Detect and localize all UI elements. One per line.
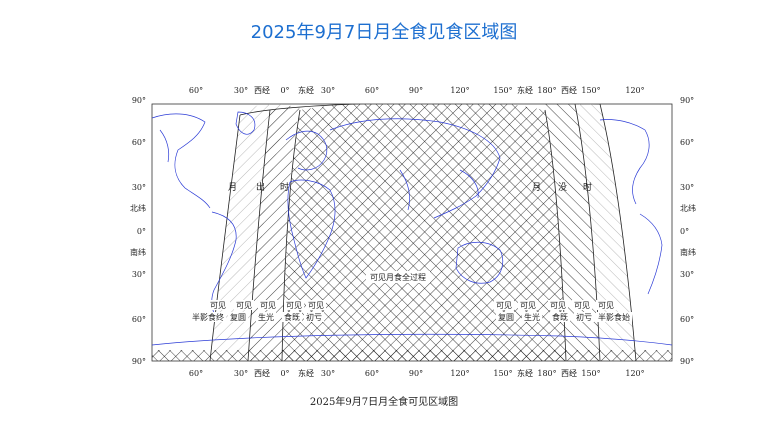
moonset-char: 时 [280, 181, 289, 193]
moonrise-label: 月 没 时 [532, 181, 592, 193]
phase-label-bottom: 初亏 [576, 312, 592, 322]
phase-label-top: 可见 [550, 301, 566, 310]
left-phase-labels: 可见 半影食终 可见 复圆 可见 生光 可见 食既 可见 初亏 [190, 300, 326, 322]
phase-label-top: 可见 [574, 301, 590, 310]
left-tick-label: 30° [132, 270, 146, 279]
top-tick-label: 150° [581, 86, 600, 95]
bottom-tick-label: 180° [537, 369, 556, 378]
right-tick-label: 60° [680, 315, 694, 324]
phase-label-bottom: 半影食始 [598, 312, 630, 322]
moonrise-char: 时 [583, 181, 592, 193]
phase-label-bottom: 食既 [552, 312, 568, 322]
phase-label-bottom: 复圆 [230, 312, 246, 322]
bottom-tick-label: 150° [581, 369, 600, 378]
phase-label-top: 可见 [210, 301, 226, 310]
left-axis: 90° 60° 30° 北纬 0° 南纬 30° 60° 90° [130, 96, 146, 366]
right-tick-label: 60° [680, 138, 694, 147]
phase-label-bottom: 初亏 [306, 312, 322, 322]
total-visible-label: 可见月食全过程 [370, 272, 426, 282]
bottom-tick-label: 90° [409, 369, 423, 378]
phase-label-top: 可见 [236, 301, 252, 310]
right-tick-label: 30° [680, 270, 694, 279]
right-tick-label: 南纬 [680, 247, 696, 257]
bottom-tick-label: 30° [234, 369, 248, 378]
right-tick-label: 90° [680, 96, 694, 105]
left-tick-label: 南纬 [130, 247, 146, 257]
top-tick-label: 120° [625, 86, 644, 95]
moonset-char: 出 [256, 181, 265, 193]
top-tick-label: 60° [189, 86, 203, 95]
left-tick-label: 30° [132, 183, 146, 192]
top-tick-label: 180° [537, 86, 556, 95]
penumbra-right-band [575, 104, 636, 361]
phase-label-top: 可见 [286, 301, 302, 310]
left-tick-label: 90° [132, 357, 146, 366]
moonset-char: 月 [228, 182, 237, 193]
top-tick-label: 30° [321, 86, 335, 95]
top-tick-label: 西经 [254, 85, 270, 95]
left-tick-label: 60° [132, 138, 146, 147]
moonset-label: 月 出 时 [228, 181, 289, 193]
right-phase-labels: 可见 复圆 可见 生光 可见 食既 可见 初亏 可见 半影食始 [494, 300, 632, 322]
right-tick-label: 90° [680, 357, 694, 366]
moonrise-char: 没 [558, 182, 567, 193]
top-tick-label: 120° [450, 86, 469, 95]
right-tick-label: 北纬 [680, 203, 696, 213]
map-caption: 2025年9月7日月全食可见区域图 [309, 397, 459, 408]
top-tick-label: 东经 [298, 85, 314, 95]
top-tick-label: 150° [493, 86, 512, 95]
phase-label-top: 可见 [520, 301, 536, 310]
phase-label-top: 可见 [496, 301, 512, 310]
bottom-tick-label: 西经 [254, 368, 270, 378]
right-axis: 90° 60° 30° 北纬 0° 南纬 30° 60° 90° [680, 96, 696, 366]
left-tick-label: 60° [132, 315, 146, 324]
left-tick-label: 0° [137, 227, 146, 236]
phase-label-bottom: 半影食终 [192, 312, 224, 322]
bottom-tick-label: 150° [493, 369, 512, 378]
top-tick-label: 西经 [561, 85, 577, 95]
phase-label-bottom: 生光 [524, 312, 540, 322]
left-tick-label: 90° [132, 96, 146, 105]
top-tick-label: 东经 [517, 85, 533, 95]
top-axis: 60° 30° 西经 0° 东经 30° 60° 90° 120° 150° 东… [189, 85, 645, 95]
bottom-tick-label: 东经 [517, 368, 533, 378]
coastlines [152, 111, 672, 346]
phase-label-top: 可见 [598, 301, 614, 310]
bottom-tick-label: 60° [365, 369, 379, 378]
top-tick-label: 30° [234, 86, 248, 95]
partial-left-band [248, 104, 300, 361]
phase-label-bottom: 复圆 [498, 312, 514, 322]
bottom-tick-label: 东经 [298, 368, 314, 378]
phase-label-bottom: 生光 [258, 312, 274, 322]
phase-label-bottom: 食既 [284, 312, 300, 322]
right-tick-label: 0° [680, 227, 689, 236]
phase-label-top: 可见 [308, 301, 324, 310]
top-tick-label: 60° [365, 86, 379, 95]
bottom-tick-label: 30° [321, 369, 335, 378]
top-tick-label: 0° [280, 86, 289, 95]
left-tick-label: 北纬 [130, 203, 146, 213]
map-title: 2025年9月7日月全食见食区域图 [250, 22, 518, 43]
partial-right-band [545, 104, 600, 361]
bottom-tick-label: 西经 [561, 368, 577, 378]
moonrise-char: 月 [532, 182, 541, 193]
bottom-tick-label: 120° [625, 369, 644, 378]
bottom-tick-label: 60° [189, 369, 203, 378]
phase-label-top: 可见 [260, 301, 276, 310]
bottom-tick-label: 0° [280, 369, 289, 378]
top-tick-label: 90° [409, 86, 423, 95]
bottom-axis: 60° 30° 西经 0° 东经 30° 60° 90° 120° 150° 东… [189, 368, 645, 378]
bottom-tick-label: 120° [450, 369, 469, 378]
right-tick-label: 30° [680, 183, 694, 192]
